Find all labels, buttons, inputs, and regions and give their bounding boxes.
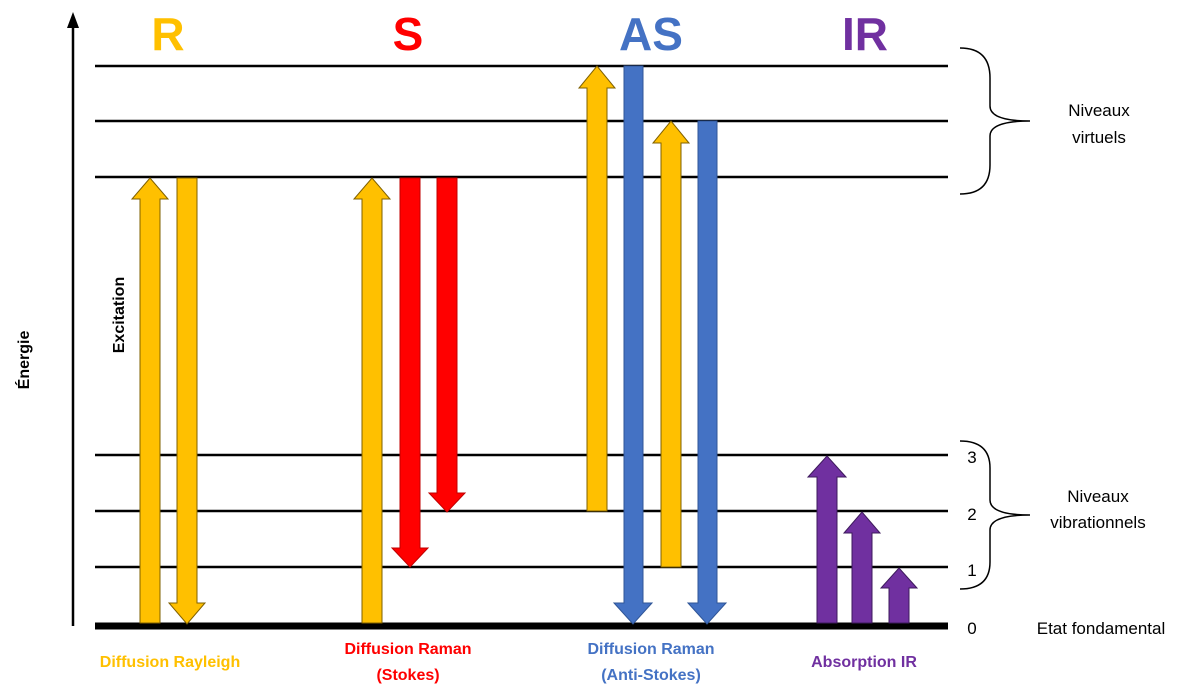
anti-stokes-excitation-arrow-2: [651, 120, 691, 568]
axis-label-energy: Énergie: [14, 331, 33, 390]
ir-arrow-3: [806, 455, 848, 624]
level-number-2: 2: [967, 505, 976, 524]
anti-stokes-excitation-arrows: [577, 65, 691, 568]
title-anti-stokes: AS: [619, 8, 683, 60]
anti-stokes-emission-arrow-2: [686, 120, 728, 625]
anti-stokes-excitation-arrow-1: [577, 65, 617, 512]
caption-stokes-line1: Diffusion Raman: [344, 641, 471, 658]
title-stokes: S: [393, 8, 424, 60]
rayleigh-excitation-arrow: [130, 177, 170, 624]
right-brace-icon: [959, 440, 1031, 590]
title-rayleigh: R: [151, 8, 184, 60]
level-number-3: 3: [967, 448, 976, 467]
up-arrow-icon: [67, 12, 79, 28]
level-number-0: 0: [967, 619, 976, 638]
stokes-arrows: [390, 177, 467, 568]
label-virtual-levels-line1: Niveaux: [1068, 101, 1130, 120]
caption-anti-stokes-line2: (Anti-Stokes): [601, 667, 701, 684]
label-virtual-levels-line2: virtuels: [1072, 128, 1126, 147]
stokes-emission-arrow-1: [390, 177, 430, 568]
anti-stokes-emission-arrow-1: [612, 65, 654, 625]
caption-rayleigh: Diffusion Rayleigh: [100, 654, 240, 671]
anti-stokes-emission-arrows: [612, 65, 728, 625]
caption-stokes-line2: (Stokes): [376, 667, 439, 684]
caption-ir: Absorption IR: [811, 654, 917, 671]
rayleigh-emission-arrow: [167, 177, 207, 625]
ir-arrow-1: [879, 567, 919, 624]
ir-arrows: [806, 455, 919, 624]
label-excitation: Excitation: [111, 277, 128, 353]
stokes-excitation-arrow: [352, 177, 392, 624]
ir-arrow-2: [842, 511, 882, 624]
label-vibrational-levels-line1: Niveaux: [1067, 487, 1129, 506]
title-ir: IR: [842, 8, 888, 60]
label-vibrational-levels-line2: vibrationnels: [1050, 513, 1145, 532]
rayleigh-arrows: [130, 177, 207, 625]
level-number-1: 1: [967, 561, 976, 580]
right-brace-icon: [959, 47, 1031, 195]
caption-anti-stokes-line1: Diffusion Raman: [587, 641, 714, 658]
stokes-emission-arrow-2: [427, 177, 467, 513]
label-ground-state: Etat fondamental: [1037, 619, 1166, 638]
